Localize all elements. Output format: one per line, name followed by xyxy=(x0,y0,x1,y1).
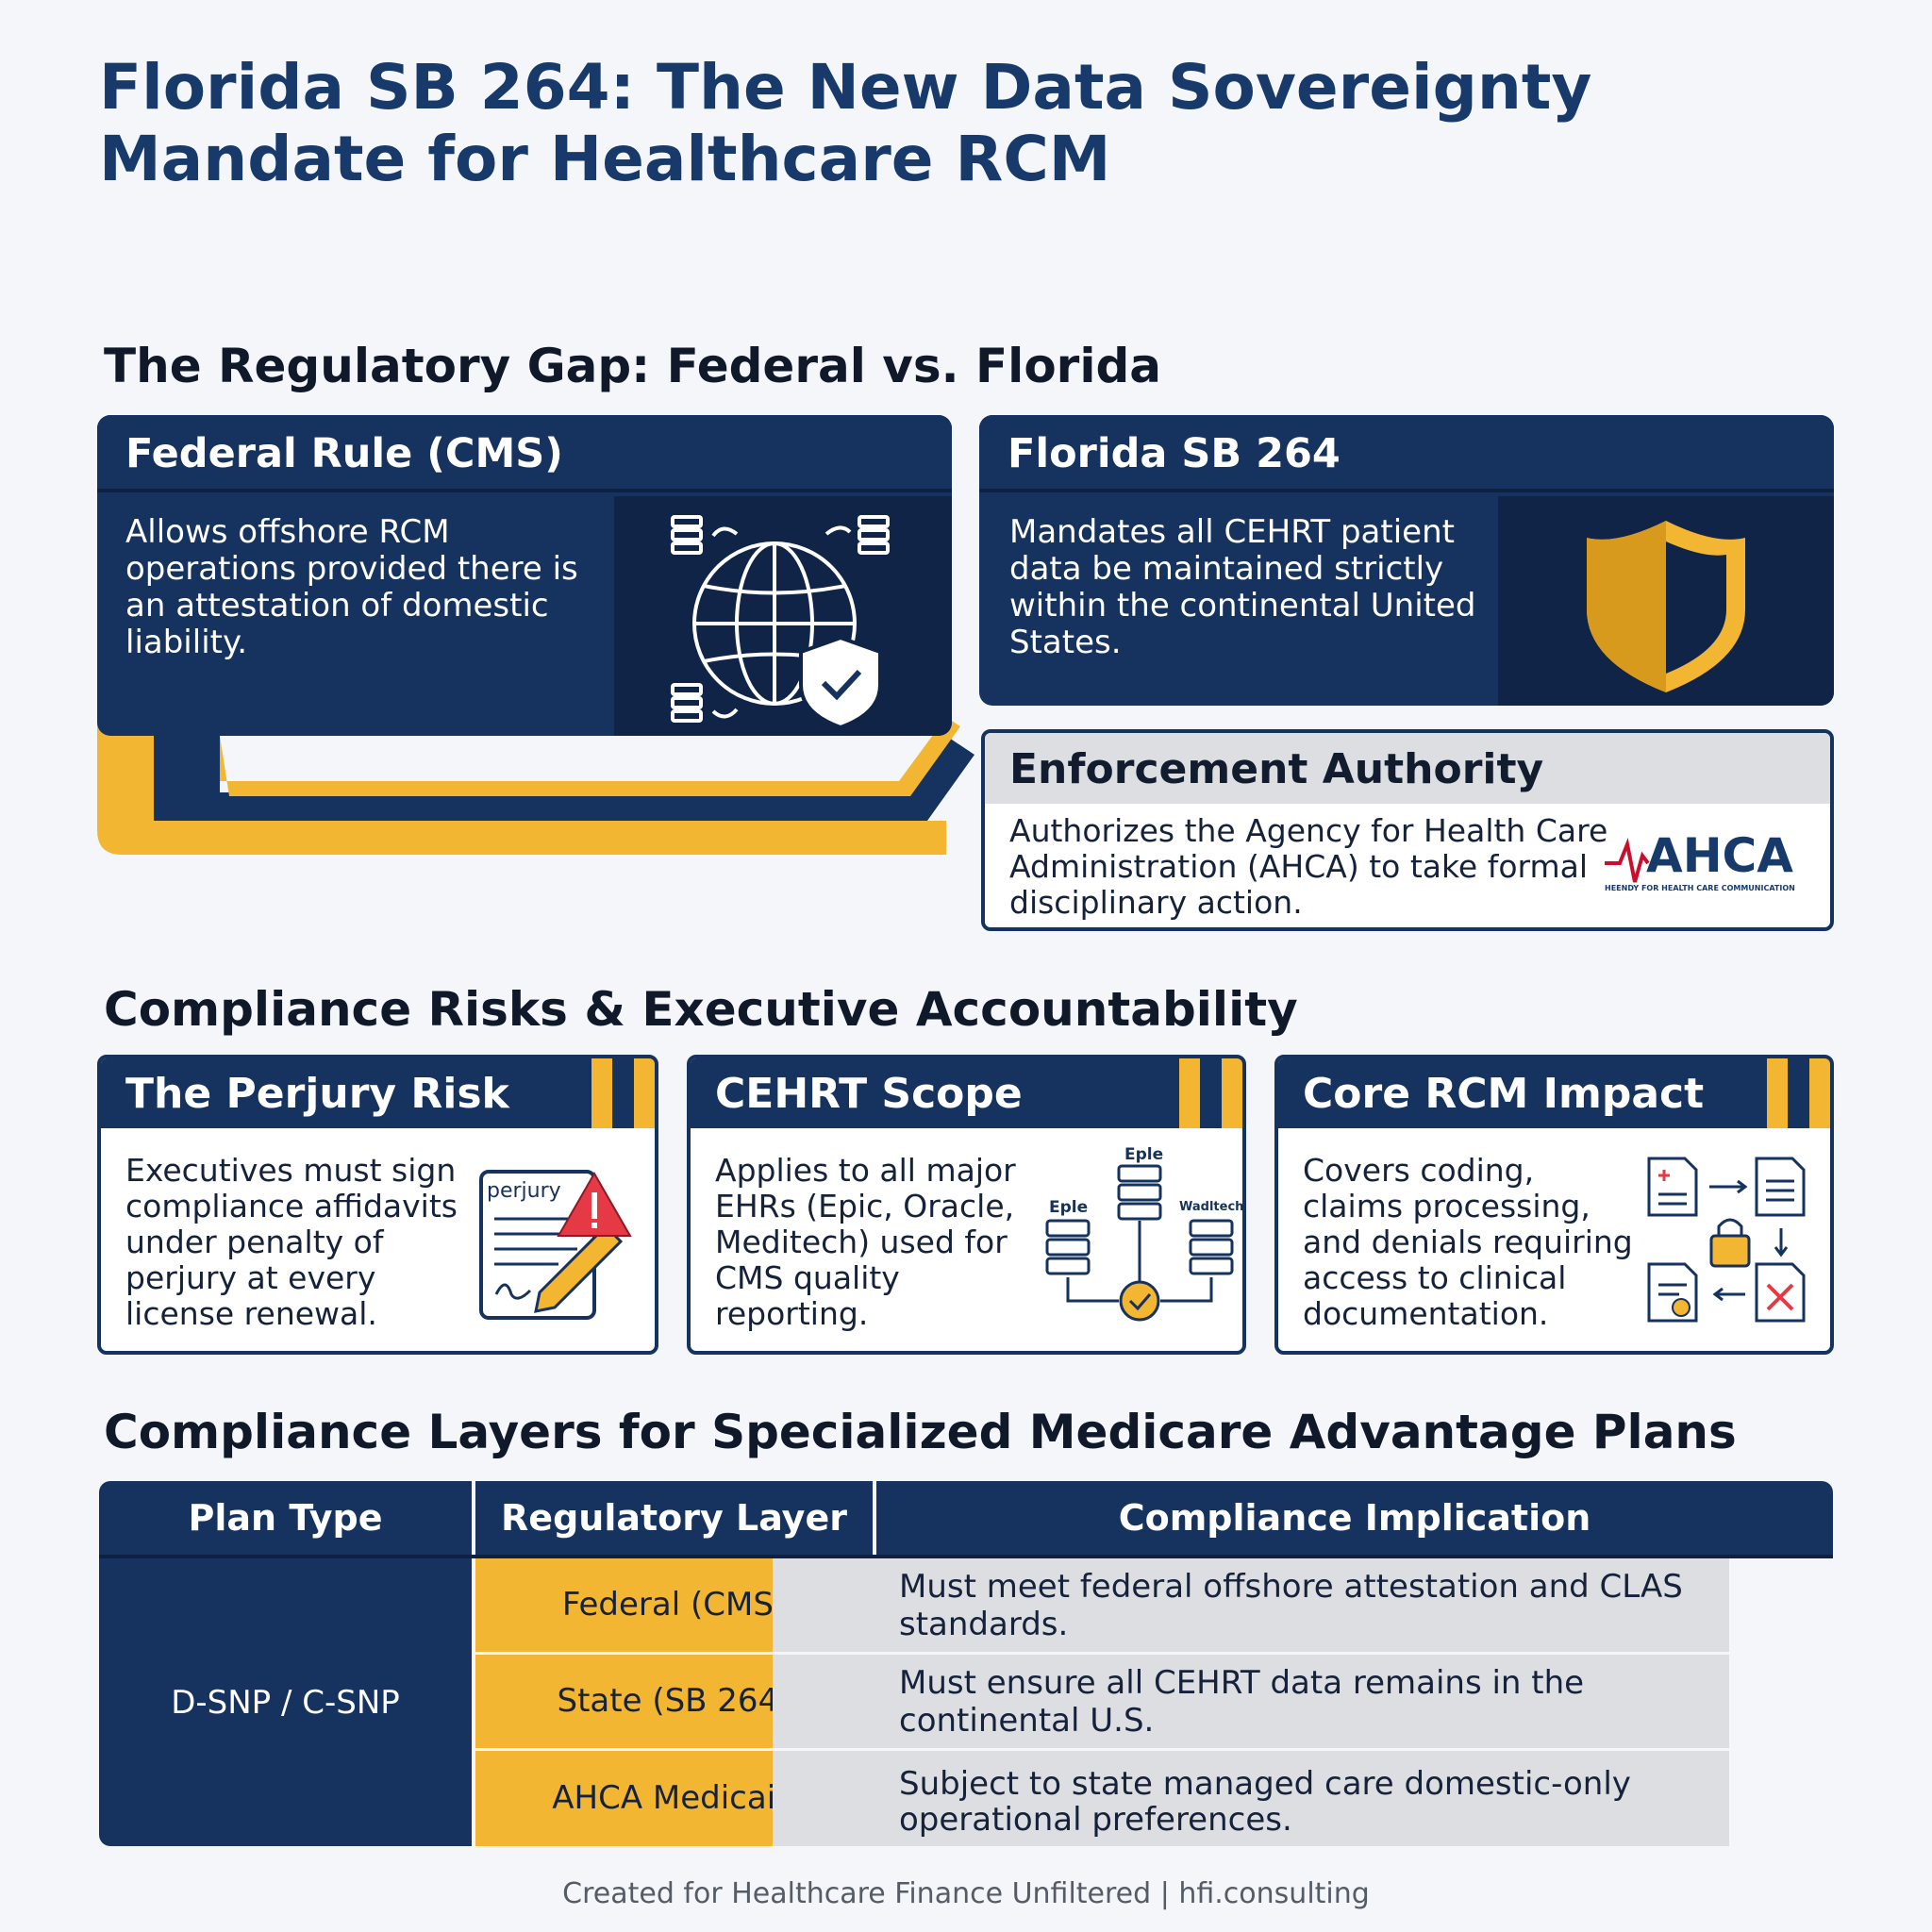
perjury-risk-card: The Perjury Risk Executives must sign co… xyxy=(97,1055,658,1355)
implication-cell-ahca: Subject to state managed care domestic-o… xyxy=(773,1751,1729,1846)
ahca-logo-text: AHCA xyxy=(1646,828,1793,883)
core-rcm-impact-text: Covers coding, claims processing, and de… xyxy=(1303,1152,1633,1332)
cehrt-scope-card: CEHRT Scope Applies to all major EHRs (E… xyxy=(687,1055,1246,1355)
globe-shield-icon xyxy=(614,496,952,736)
enforcement-authority-text: Authorizes the Agency for Health Care Ad… xyxy=(1009,812,1608,921)
core-rcm-impact-card: Core RCM Impact Covers coding, claims pr… xyxy=(1274,1055,1834,1355)
perjury-risk-title-text: The Perjury Risk xyxy=(125,1070,509,1118)
cehrt-scope-title-text: CEHRT Scope xyxy=(715,1070,1023,1118)
epic-label-left: Eple xyxy=(1049,1198,1089,1217)
perjury-risk-text: Executives must sign compliance affidavi… xyxy=(125,1152,458,1332)
ahca-logo-subtext: HEENDY FOR HEALTH CARE COMMUNICATION xyxy=(1605,884,1795,892)
column-header-regulatory-layer: Regulatory Layer xyxy=(475,1481,873,1555)
perjury-risk-title: The Perjury Risk xyxy=(101,1058,655,1128)
server-network-icon: Eple Eple Wadltech xyxy=(1040,1145,1242,1324)
federal-rule-text: Allows offshore RCM operations provided … xyxy=(125,513,578,661)
risks-heading: Compliance Risks & Executive Accountabil… xyxy=(104,982,1298,1037)
implication-cell-state: Must ensure all CEHRT data remains in th… xyxy=(773,1655,1729,1748)
layers-heading: Compliance Layers for Specialized Medica… xyxy=(104,1405,1737,1459)
cehrt-scope-text: Applies to all major EHRs (Epic, Oracle,… xyxy=(715,1152,1016,1332)
florida-sb264-text: Mandates all CEHRT patient data be maint… xyxy=(1009,513,1476,661)
document-workflow-lock-icon xyxy=(1641,1153,1821,1332)
perjury-label: perjury xyxy=(487,1179,561,1203)
core-rcm-impact-title-text: Core RCM Impact xyxy=(1303,1070,1705,1118)
epic-label-top: Eple xyxy=(1124,1145,1164,1164)
implication-text-state: Must ensure all CEHRT data remains in th… xyxy=(899,1663,1585,1740)
compliance-layers-table: Plan Type Regulatory Layer Compliance Im… xyxy=(99,1481,1833,1846)
implication-text-ahca: Subject to state managed care domestic-o… xyxy=(899,1764,1631,1839)
florida-sb264-panel: Florida SB 264 Mandates all CEHRT patien… xyxy=(979,415,1834,706)
footer-credit: Created for Healthcare Finance Unfiltere… xyxy=(562,1877,1370,1910)
implication-text-federal: Must meet federal offshore attestation a… xyxy=(899,1567,1683,1643)
signed-document-warning-icon: perjury xyxy=(474,1162,643,1332)
column-header-compliance-implication: Compliance Implication xyxy=(876,1481,1833,1555)
regulatory-gap-heading: The Regulatory Gap: Federal vs. Florida xyxy=(104,339,1161,393)
title-line-2: Mandate for Healthcare RCM xyxy=(99,123,1111,195)
column-header-plan-type: Plan Type xyxy=(99,1481,472,1555)
core-rcm-impact-title: Core RCM Impact xyxy=(1278,1058,1830,1128)
cehrt-scope-title: CEHRT Scope xyxy=(691,1058,1242,1128)
connector-graphic xyxy=(97,698,993,855)
federal-rule-title: Federal Rule (CMS) xyxy=(97,415,952,492)
florida-sb264-title: Florida SB 264 xyxy=(979,415,1834,492)
implication-cell-federal: Must meet federal offshore attestation a… xyxy=(773,1558,1729,1652)
federal-rule-panel: Federal Rule (CMS) Allows offshore RCM o… xyxy=(97,415,952,736)
ahca-logo: AHCA HEENDY FOR HEALTH CARE COMMUNICATIO… xyxy=(1603,827,1820,903)
shield-icon xyxy=(1498,496,1834,706)
page-title: Florida SB 264: The New Data Sovereignty… xyxy=(99,52,1703,195)
enforcement-authority-title: Enforcement Authority xyxy=(985,733,1830,804)
title-line-1: Florida SB 264: The New Data Sovereignty xyxy=(99,51,1592,124)
plan-type-cell: D-SNP / C-SNP xyxy=(99,1558,472,1846)
meditech-label: Wadltech xyxy=(1179,1200,1244,1214)
enforcement-authority-panel: Enforcement Authority Authorizes the Age… xyxy=(981,729,1834,931)
